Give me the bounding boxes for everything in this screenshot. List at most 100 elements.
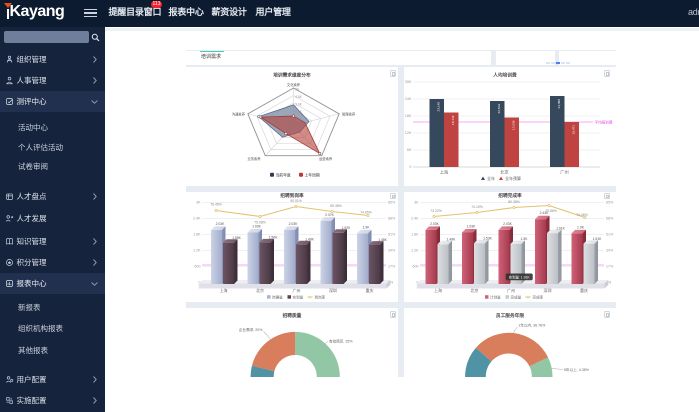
svg-text:企业需求, 20%: 企业需求, 20% bbox=[239, 326, 263, 331]
svg-text:89.38%: 89.38% bbox=[330, 203, 342, 207]
svg-text:培训需求维度分布: 培训需求维度分布 bbox=[273, 71, 311, 78]
svg-text:600: 600 bbox=[413, 264, 419, 268]
svg-text:运营素养: 运营素养 bbox=[319, 156, 333, 161]
svg-text:17%: 17% bbox=[606, 264, 614, 268]
svg-text:重庆: 重庆 bbox=[580, 287, 588, 293]
svg-text:0: 0 bbox=[417, 280, 419, 284]
svg-text:18,742: 18,742 bbox=[451, 115, 455, 125]
svg-text:上海: 上海 bbox=[434, 287, 442, 293]
svg-text:3K: 3K bbox=[414, 200, 419, 204]
svg-text:2.43K: 2.43K bbox=[540, 211, 550, 215]
svg-text:2.37K: 2.37K bbox=[325, 212, 335, 216]
svg-text:文化素养: 文化素养 bbox=[287, 81, 301, 86]
svg-text:74.10%: 74.10% bbox=[471, 204, 483, 208]
svg-text:深圳: 深圳 bbox=[544, 287, 552, 293]
svg-text:0: 0 bbox=[409, 165, 411, 169]
svg-text:79.86%: 79.86% bbox=[545, 209, 557, 213]
svg-text:1.49K: 1.49K bbox=[447, 237, 457, 241]
svg-text:90.01%: 90.01% bbox=[290, 198, 302, 202]
svg-text:30K: 30K bbox=[405, 80, 412, 84]
svg-text:上年同期: 上年同期 bbox=[305, 172, 320, 177]
svg-text:73.22%: 73.22% bbox=[430, 208, 442, 212]
svg-text:1.9K: 1.9K bbox=[363, 225, 371, 229]
svg-text:2.03K: 2.03K bbox=[289, 221, 299, 225]
svg-text:1.55K: 1.55K bbox=[232, 235, 242, 239]
svg-text:6K: 6K bbox=[407, 148, 412, 152]
svg-text:1.91K: 1.91K bbox=[556, 226, 566, 230]
svg-text:4.8K: 4.8K bbox=[295, 95, 302, 99]
svg-text:1年以内, 36.76%: 1年以内, 36.76% bbox=[518, 322, 546, 327]
svg-text:24K: 24K bbox=[405, 97, 412, 101]
svg-text:74.46%: 74.46% bbox=[576, 213, 588, 217]
svg-text:完成率: 完成率 bbox=[533, 294, 544, 299]
svg-text:2.03K: 2.03K bbox=[216, 221, 226, 225]
svg-text:1.5K: 1.5K bbox=[521, 237, 529, 241]
svg-text:广州: 广州 bbox=[293, 287, 301, 293]
svg-text:平均培训费: 平均培训费 bbox=[595, 119, 613, 124]
svg-text:18K: 18K bbox=[405, 114, 412, 118]
svg-text:1.8K: 1.8K bbox=[193, 232, 201, 236]
svg-text:15,471: 15,471 bbox=[572, 124, 576, 134]
svg-text:当前年度: 当前年度 bbox=[276, 172, 291, 177]
svg-text:1.93K: 1.93K bbox=[252, 224, 262, 228]
svg-text:68%: 68% bbox=[606, 216, 614, 220]
svg-text:80.38%: 80.38% bbox=[508, 199, 520, 203]
svg-text:1.48K: 1.48K bbox=[378, 237, 388, 241]
svg-text:1.2K: 1.2K bbox=[193, 248, 201, 252]
svg-text:到岗率: 到岗率 bbox=[315, 294, 326, 299]
svg-text:1.93K: 1.93K bbox=[467, 224, 477, 228]
svg-text:全年预算: 全年预算 bbox=[505, 175, 521, 181]
svg-text:招聘到岗率: 招聘到岗率 bbox=[280, 192, 304, 199]
svg-text:85%: 85% bbox=[388, 200, 396, 204]
svg-text:北京: 北京 bbox=[471, 287, 479, 293]
svg-text:3K: 3K bbox=[196, 200, 201, 204]
svg-text:1.49K: 1.49K bbox=[305, 237, 315, 241]
svg-text:广州: 广州 bbox=[560, 168, 568, 175]
svg-text:1.9K: 1.9K bbox=[577, 225, 585, 229]
svg-text:1.2K: 1.2K bbox=[295, 117, 302, 121]
svg-text:北京: 北京 bbox=[500, 168, 508, 175]
svg-text:2.4K: 2.4K bbox=[193, 216, 201, 220]
svg-text:上海: 上海 bbox=[220, 287, 228, 293]
svg-text:深圳: 深圳 bbox=[329, 287, 337, 293]
svg-text:34%: 34% bbox=[388, 248, 396, 252]
svg-text:有效简历, 25%: 有效简历, 25% bbox=[329, 338, 353, 343]
svg-text:完成量: 完成量 bbox=[511, 294, 522, 299]
svg-text:岗需量: 岗需量 bbox=[272, 294, 283, 299]
svg-text:员工服务年限: 员工服务年限 bbox=[496, 312, 524, 319]
svg-text:85%: 85% bbox=[606, 200, 614, 204]
svg-text:51%: 51% bbox=[606, 232, 614, 236]
svg-text:0%: 0% bbox=[388, 280, 394, 284]
svg-text:5年以上, 4.35%: 5年以上, 4.35% bbox=[564, 366, 590, 371]
svg-text:2.03K: 2.03K bbox=[430, 221, 440, 225]
svg-text:3.6K: 3.6K bbox=[295, 102, 302, 106]
svg-text:1.92K: 1.92K bbox=[342, 226, 352, 230]
svg-text:计划量: 计划量 bbox=[490, 294, 501, 299]
svg-text:6K: 6K bbox=[295, 87, 300, 91]
svg-text:23,145: 23,145 bbox=[437, 101, 441, 111]
svg-text:22,519: 22,519 bbox=[497, 103, 501, 113]
svg-text:业务素养: 业务素养 bbox=[247, 156, 261, 161]
svg-text:管理素养: 管理素养 bbox=[342, 111, 356, 116]
svg-text:34%: 34% bbox=[606, 248, 614, 252]
svg-text:1.56K: 1.56K bbox=[269, 235, 279, 239]
svg-text:2.03K: 2.03K bbox=[503, 221, 513, 225]
svg-text:招聘质量: 招聘质量 bbox=[283, 312, 302, 319]
svg-text:沟通素养: 沟通素养 bbox=[232, 111, 246, 116]
svg-text:1.8K: 1.8K bbox=[411, 232, 419, 236]
svg-text:2.4K: 2.4K bbox=[295, 110, 302, 114]
svg-text:24,358: 24,358 bbox=[557, 98, 561, 108]
svg-text:广州: 广州 bbox=[507, 287, 515, 293]
svg-text:17,036: 17,036 bbox=[512, 120, 516, 130]
svg-text:实到量: 1.91K: 实到量: 1.91K bbox=[509, 274, 531, 279]
svg-text:上海: 上海 bbox=[440, 168, 449, 175]
svg-text:600: 600 bbox=[195, 264, 201, 268]
svg-text:12K: 12K bbox=[405, 131, 412, 135]
svg-text:51%: 51% bbox=[388, 232, 396, 236]
svg-text:1.51K: 1.51K bbox=[593, 236, 603, 240]
svg-text:74.65%: 74.65% bbox=[360, 210, 372, 214]
svg-text:2.4K: 2.4K bbox=[411, 216, 419, 220]
svg-text:17%: 17% bbox=[388, 264, 396, 268]
svg-text:68%: 68% bbox=[388, 216, 396, 220]
svg-text:1.2K: 1.2K bbox=[411, 248, 419, 252]
